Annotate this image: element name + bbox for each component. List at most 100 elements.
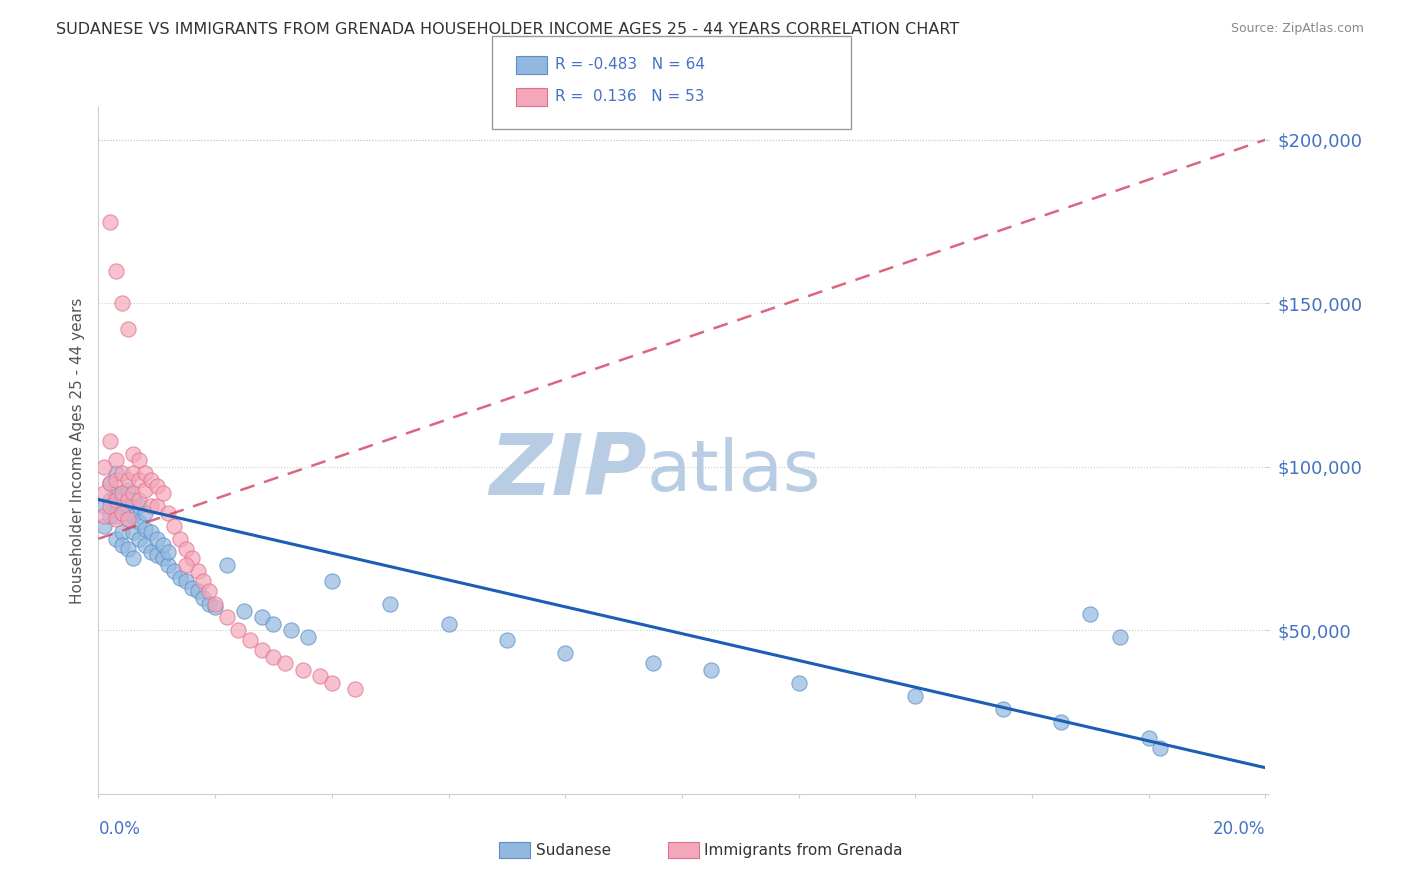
Point bbox=[104, 512, 127, 526]
Point bbox=[139, 545, 162, 559]
Point bbox=[122, 525, 145, 540]
Point bbox=[1050, 714, 1073, 729]
Point bbox=[98, 492, 121, 507]
Point bbox=[321, 574, 343, 589]
Point bbox=[262, 649, 284, 664]
Point bbox=[117, 473, 139, 487]
Point bbox=[104, 532, 127, 546]
Point bbox=[321, 675, 343, 690]
Text: SUDANESE VS IMMIGRANTS FROM GRENADA HOUSEHOLDER INCOME AGES 25 - 44 YEARS CORREL: SUDANESE VS IMMIGRANTS FROM GRENADA HOUS… bbox=[56, 22, 959, 37]
Point bbox=[93, 499, 115, 513]
Text: 0.0%: 0.0% bbox=[98, 820, 141, 838]
Point bbox=[274, 656, 297, 670]
Point bbox=[111, 538, 134, 552]
Point bbox=[98, 476, 121, 491]
Point bbox=[139, 499, 162, 513]
Point bbox=[163, 565, 186, 579]
Point bbox=[344, 682, 367, 697]
Point bbox=[98, 499, 121, 513]
Point bbox=[139, 525, 162, 540]
Point bbox=[437, 616, 460, 631]
Point bbox=[169, 571, 191, 585]
Point bbox=[128, 499, 150, 513]
Point bbox=[111, 467, 134, 481]
Point bbox=[1108, 630, 1130, 644]
Point bbox=[146, 499, 169, 513]
Point bbox=[128, 453, 150, 467]
Point bbox=[215, 558, 238, 572]
Point bbox=[700, 663, 723, 677]
Point bbox=[495, 633, 517, 648]
Point bbox=[111, 489, 134, 503]
Text: Sudanese: Sudanese bbox=[536, 843, 610, 857]
Point bbox=[174, 574, 197, 589]
Point bbox=[93, 486, 115, 500]
Point bbox=[128, 516, 150, 530]
Text: 20.0%: 20.0% bbox=[1213, 820, 1265, 838]
Point bbox=[104, 492, 127, 507]
Point bbox=[122, 551, 145, 566]
Point bbox=[111, 486, 134, 500]
Point bbox=[904, 689, 927, 703]
Point bbox=[169, 532, 191, 546]
Point bbox=[378, 597, 402, 611]
Point bbox=[297, 630, 319, 644]
Point bbox=[198, 597, 221, 611]
Point bbox=[117, 483, 139, 497]
Point bbox=[134, 506, 156, 520]
Point bbox=[122, 508, 145, 523]
Text: Immigrants from Grenada: Immigrants from Grenada bbox=[704, 843, 903, 857]
Point bbox=[111, 506, 134, 520]
Point bbox=[117, 512, 139, 526]
Point bbox=[152, 486, 174, 500]
Point bbox=[117, 512, 139, 526]
Point bbox=[554, 646, 576, 660]
Point bbox=[1080, 607, 1102, 621]
Point bbox=[215, 610, 238, 624]
Point bbox=[180, 551, 202, 566]
Point bbox=[991, 702, 1014, 716]
Point bbox=[163, 518, 186, 533]
Point bbox=[198, 584, 221, 599]
Point bbox=[104, 486, 127, 500]
Point bbox=[152, 538, 174, 552]
Point bbox=[174, 541, 197, 556]
Point bbox=[193, 574, 215, 589]
Point bbox=[104, 263, 127, 277]
Point bbox=[174, 558, 197, 572]
Point bbox=[117, 322, 139, 336]
Point bbox=[93, 508, 115, 523]
Y-axis label: Householder Income Ages 25 - 44 years: Householder Income Ages 25 - 44 years bbox=[69, 297, 84, 604]
Text: ZIP: ZIP bbox=[489, 430, 647, 513]
Point bbox=[98, 508, 121, 523]
Point bbox=[250, 643, 273, 657]
Point bbox=[146, 479, 169, 493]
Point bbox=[111, 296, 134, 310]
Point bbox=[641, 656, 664, 670]
Point bbox=[122, 467, 145, 481]
Point bbox=[111, 525, 134, 540]
Point bbox=[187, 584, 209, 599]
Point bbox=[146, 548, 169, 562]
Point bbox=[1137, 731, 1160, 746]
Point bbox=[228, 624, 250, 638]
Point bbox=[98, 476, 121, 491]
Point bbox=[104, 453, 127, 467]
Point bbox=[146, 532, 169, 546]
Point bbox=[291, 663, 314, 677]
Point bbox=[104, 467, 127, 481]
Point bbox=[280, 624, 302, 638]
Point bbox=[111, 506, 134, 520]
Point bbox=[787, 675, 810, 690]
Point bbox=[104, 473, 127, 487]
Point bbox=[128, 473, 150, 487]
Point bbox=[122, 486, 145, 500]
Point bbox=[128, 532, 150, 546]
Point bbox=[117, 541, 139, 556]
Point bbox=[128, 492, 150, 507]
Point bbox=[204, 600, 226, 615]
Point bbox=[134, 522, 156, 536]
Point bbox=[239, 633, 262, 648]
Point bbox=[262, 616, 284, 631]
Point bbox=[104, 508, 127, 523]
